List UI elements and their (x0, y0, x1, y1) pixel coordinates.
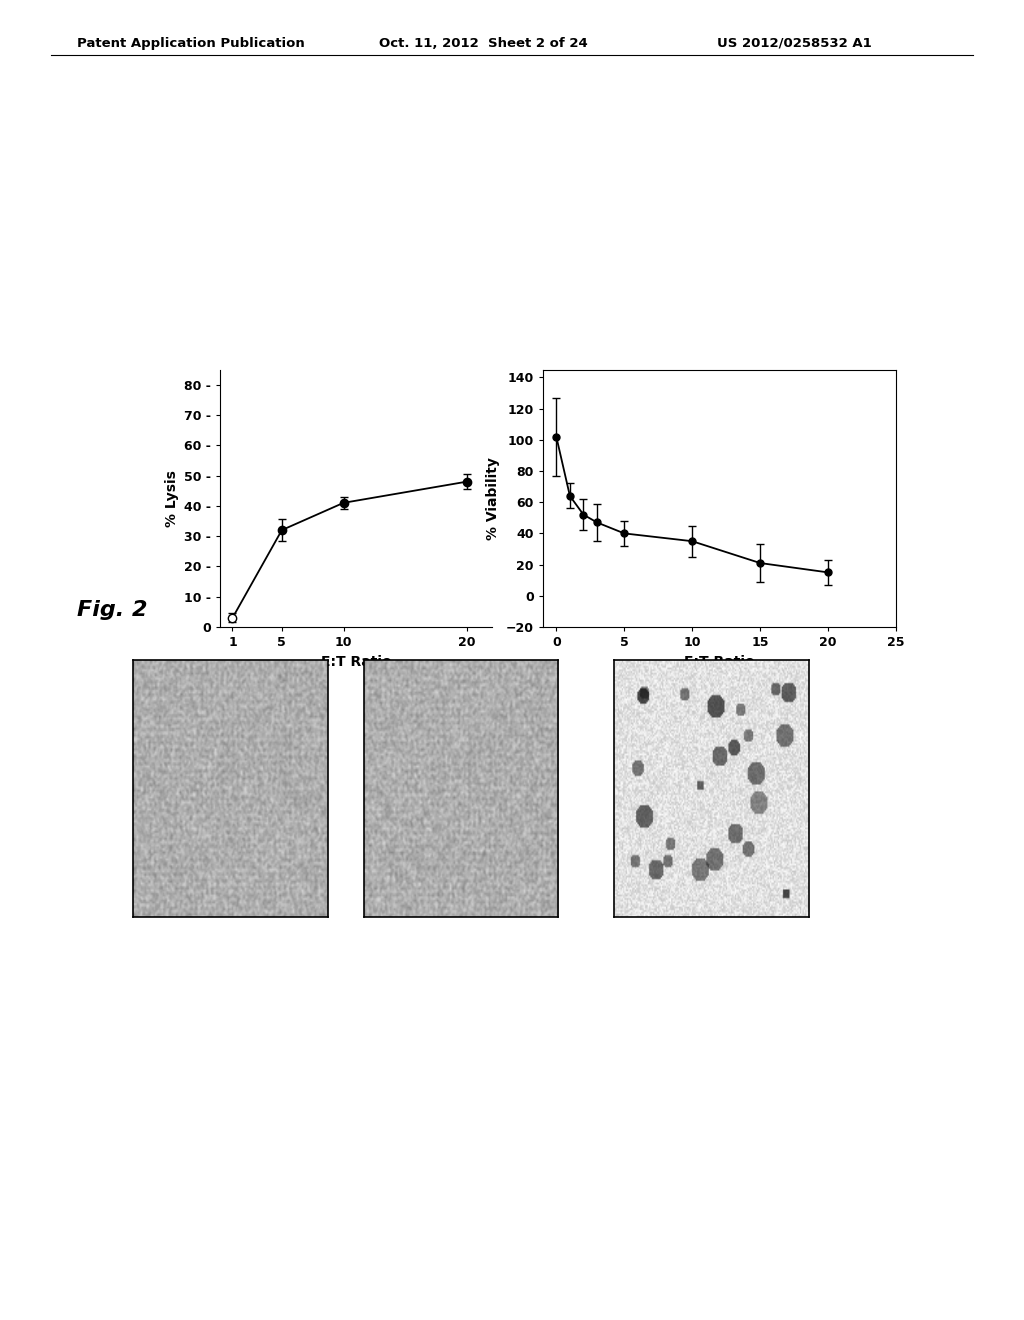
Text: Patent Application Publication: Patent Application Publication (77, 37, 304, 50)
Text: Oct. 11, 2012  Sheet 2 of 24: Oct. 11, 2012 Sheet 2 of 24 (379, 37, 588, 50)
X-axis label: E:T Ratio: E:T Ratio (321, 655, 391, 669)
Y-axis label: % Viability: % Viability (486, 457, 500, 540)
Text: US 2012/0258532 A1: US 2012/0258532 A1 (717, 37, 871, 50)
Text: Fig. 2: Fig. 2 (77, 599, 147, 620)
Y-axis label: % Lysis: % Lysis (165, 470, 178, 527)
X-axis label: E:T Ratio: E:T Ratio (684, 655, 755, 669)
